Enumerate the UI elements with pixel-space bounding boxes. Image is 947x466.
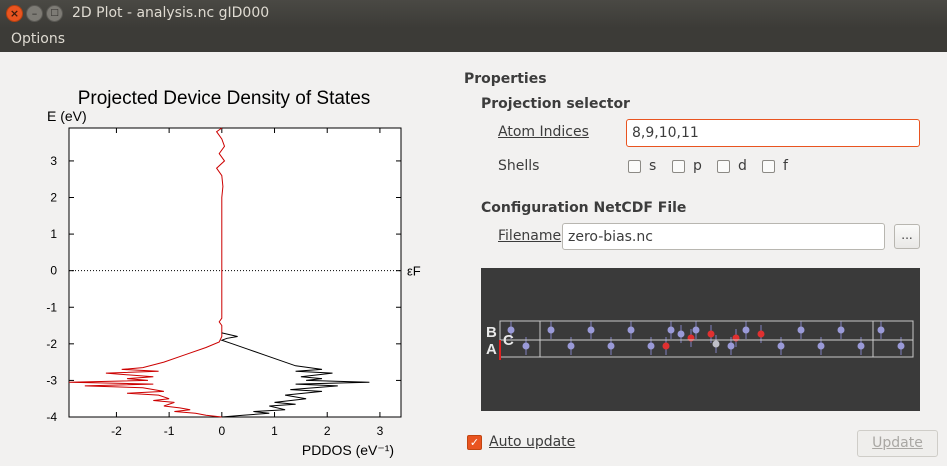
- axis-c-label: C: [503, 332, 514, 349]
- x-axis-label: PDDOS (eV⁻¹): [302, 442, 394, 458]
- filename-label: Filename: [498, 228, 561, 244]
- update-button-label: Update: [872, 435, 923, 451]
- y-tick-label: -4: [46, 410, 57, 424]
- y-axis-label: E (eV): [47, 108, 87, 124]
- x-tick-label: 0: [218, 424, 225, 438]
- y-tick-label: 3: [50, 154, 57, 168]
- close-window-button[interactable]: ×: [6, 5, 23, 22]
- filename-input[interactable]: [562, 223, 885, 250]
- auto-update-label: Auto update: [489, 434, 576, 450]
- atom: [877, 326, 885, 334]
- maximize-window-button[interactable]: □: [46, 5, 63, 22]
- update-button[interactable]: Update: [857, 430, 938, 457]
- y-tick-label: -2: [46, 337, 57, 351]
- y-tick-label: -1: [46, 300, 57, 314]
- shell-s-label: s: [649, 158, 657, 174]
- shell-p-label: p: [693, 158, 702, 174]
- window-title: 2D Plot - analysis.nc gID000: [72, 5, 270, 21]
- atom: [797, 326, 805, 334]
- browse-button[interactable]: ...: [894, 224, 920, 249]
- structure-viewer[interactable]: B C A: [481, 268, 920, 411]
- y-tick-label: 0: [50, 264, 57, 278]
- atom: [707, 330, 715, 338]
- y-tick-label: 1: [50, 227, 57, 241]
- atom: [627, 326, 635, 334]
- x-tick-label: 2: [324, 424, 331, 438]
- atom: [817, 342, 825, 350]
- shell-s-checkbox[interactable]: [628, 160, 641, 173]
- atom: [757, 330, 765, 338]
- series-line-2: [220, 332, 370, 418]
- shell-d-checkbox[interactable]: [717, 160, 730, 173]
- x-tick-label: 1: [271, 424, 278, 438]
- atom: [837, 326, 845, 334]
- filename-label-text: Filename: [498, 228, 562, 244]
- atom: [587, 326, 595, 334]
- plot-title: Projected Device Density of States: [78, 88, 371, 109]
- atom: [677, 330, 685, 338]
- atom-indices-label: Atom Indices: [498, 124, 589, 140]
- atom: [662, 342, 670, 350]
- configuration-heading: Configuration NetCDF File: [481, 200, 687, 216]
- atom: [567, 342, 575, 350]
- atom: [777, 342, 785, 350]
- auto-update-checkbox[interactable]: ✓: [467, 435, 482, 450]
- atom: [742, 326, 750, 334]
- x-ticks: -2 -1 0 1 2 3: [111, 128, 384, 438]
- atom: [712, 340, 720, 348]
- series-line-1: [68, 127, 226, 418]
- shell-p-checkbox[interactable]: [672, 160, 685, 173]
- minimize-window-button[interactable]: –: [26, 5, 43, 22]
- shell-f-label: f: [783, 158, 788, 174]
- atom: [522, 342, 530, 350]
- x-tick-label: -2: [111, 424, 122, 438]
- atom: [857, 342, 865, 350]
- atom: [647, 342, 655, 350]
- x-axis-label-text: PDDOS (eV⁻¹): [302, 442, 394, 458]
- atom: [897, 342, 905, 350]
- atom-indices-input[interactable]: [626, 119, 920, 147]
- fermi-level-label: εF: [407, 264, 421, 279]
- atom: [692, 326, 700, 334]
- projection-selector-heading: Projection selector: [481, 96, 630, 112]
- menu-options[interactable]: Options: [11, 31, 66, 47]
- axis-a-label: A: [486, 341, 497, 358]
- shell-f-checkbox[interactable]: [762, 160, 775, 173]
- atom: [547, 326, 555, 334]
- atom: [727, 342, 735, 350]
- atom: [507, 326, 515, 334]
- shell-d-label: d: [738, 158, 747, 174]
- atom: [607, 342, 615, 350]
- y-tick-label: -3: [46, 373, 57, 387]
- title-bar: × – □ 2D Plot - analysis.nc gID000: [0, 0, 947, 28]
- unit-cell-frame: [499, 320, 914, 358]
- pddos-plot: Projected Device Density of States E (eV…: [46, 88, 421, 458]
- structure-canvas: B C A: [486, 320, 914, 360]
- properties-heading: Properties: [464, 71, 547, 87]
- x-tick-label: -1: [164, 424, 175, 438]
- shells-label: Shells: [498, 158, 540, 174]
- atoms-group: [507, 321, 905, 355]
- atom: [667, 326, 675, 334]
- axis-b-label: B: [486, 324, 497, 341]
- y-tick-label: 2: [50, 191, 57, 205]
- menu-bar: Options: [0, 28, 947, 52]
- x-tick-label: 3: [377, 424, 384, 438]
- series-group: [68, 127, 370, 418]
